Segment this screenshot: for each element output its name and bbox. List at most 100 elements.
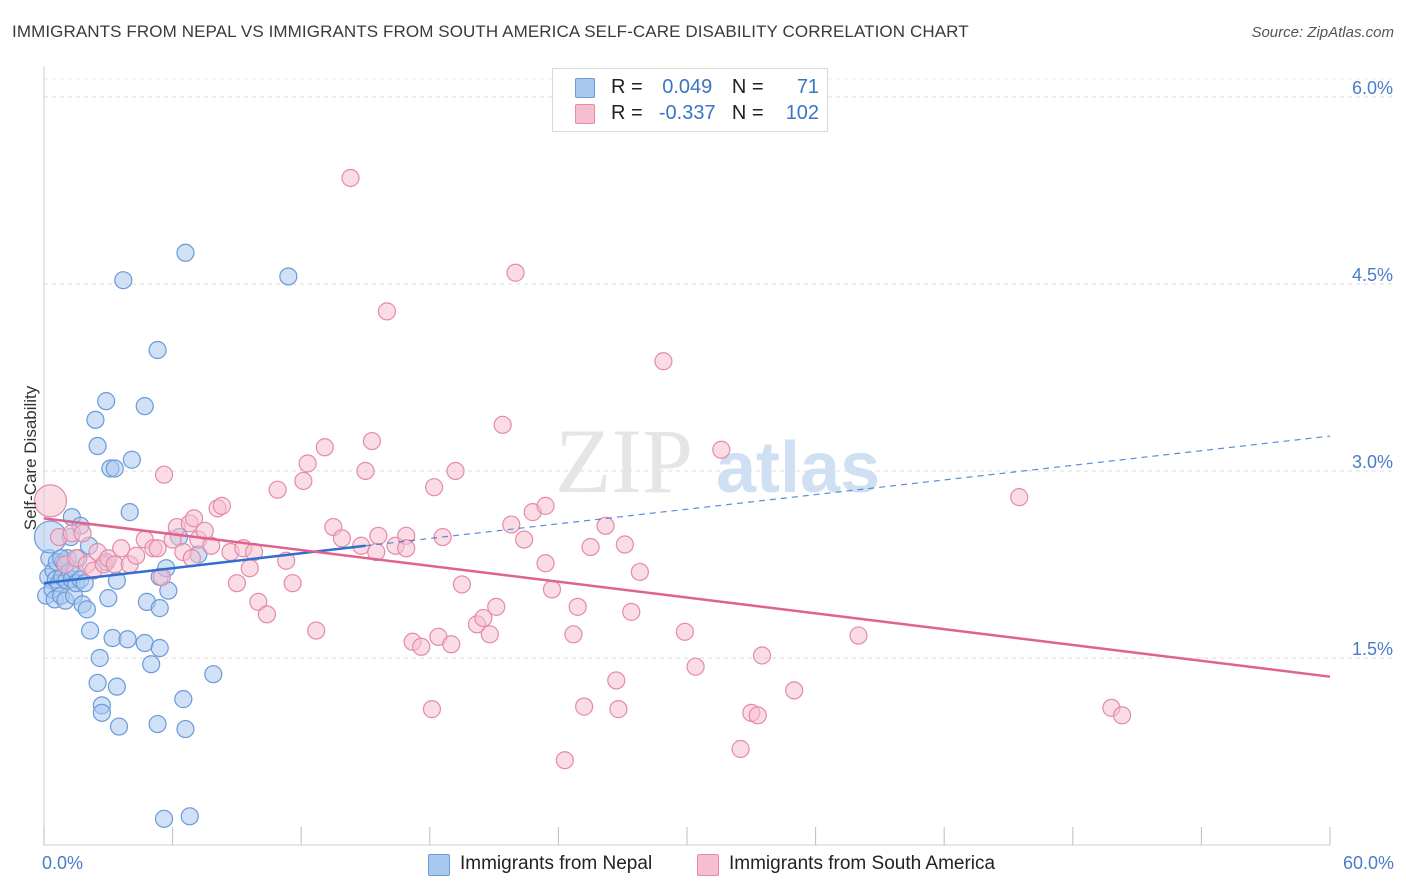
point-nepal-42 [103, 628, 122, 648]
point-south-america-39 [298, 454, 317, 473]
trend-line-south-america [43, 517, 1331, 678]
point-south-america-0 [33, 484, 68, 518]
point-south-america-79 [596, 516, 615, 535]
point-south-america-30 [227, 574, 246, 593]
point-south-america-76 [568, 597, 587, 616]
n-label: N = [731, 76, 764, 98]
point-nepal-67 [180, 807, 199, 826]
legend-label-south-america: Immigrants from South America [729, 853, 996, 874]
point-south-america-67 [502, 515, 521, 534]
point-nepal-59 [148, 714, 167, 734]
point-south-america-66 [493, 415, 512, 434]
point-nepal-34 [88, 673, 107, 693]
point-nepal-58 [154, 809, 174, 828]
point-south-america-74 [555, 751, 574, 770]
stats-text-nepal: R = 0.049 N = 71 [611, 76, 819, 99]
point-south-america-14 [127, 546, 146, 565]
point-south-america-97 [1112, 706, 1132, 725]
point-nepal-48 [118, 630, 137, 649]
stats-swatch-nepal [575, 78, 595, 98]
point-nepal-43 [105, 459, 124, 478]
point-south-america-95 [1010, 488, 1029, 507]
point-south-america-69 [515, 530, 534, 549]
point-south-america-89 [731, 739, 750, 759]
point-nepal-40 [99, 589, 118, 608]
point-south-america-33 [249, 592, 268, 611]
stats-swatch-south-america [575, 104, 595, 124]
point-nepal-50 [122, 450, 141, 469]
stats-text-south-america: R = -0.337 N = 102 [611, 102, 819, 125]
point-south-america-61 [452, 575, 472, 594]
point-south-america-73 [542, 580, 562, 599]
point-south-america-49 [377, 302, 397, 321]
legend-swatch-nepal [428, 854, 450, 876]
point-south-america-91 [748, 706, 767, 725]
point-nepal-45 [107, 677, 126, 696]
point-south-america-46 [356, 461, 375, 481]
point-nepal-70 [279, 267, 298, 286]
point-south-america-17 [148, 539, 167, 558]
point-south-america-63 [474, 608, 493, 628]
point-south-america-71 [536, 554, 555, 573]
point-south-america-86 [675, 622, 694, 641]
point-nepal-31 [80, 621, 100, 640]
point-south-america-43 [332, 529, 352, 548]
point-nepal-51 [135, 633, 154, 653]
x-tick-label-end: 60.0% [1343, 853, 1394, 873]
point-south-america-60 [446, 461, 465, 481]
point-south-america-77 [575, 697, 594, 716]
point-south-america-88 [712, 440, 731, 459]
point-nepal-46 [109, 717, 129, 736]
point-south-america-48 [369, 526, 388, 545]
point-nepal-56 [150, 599, 169, 618]
point-nepal-27 [77, 600, 96, 619]
point-nepal-57 [150, 638, 169, 658]
trend-line-nepal-extension [365, 435, 1331, 547]
point-south-america-5 [73, 524, 92, 543]
y-axis-label: Self-Care Disability [21, 385, 40, 530]
point-south-america-75 [564, 625, 583, 644]
point-south-america-38 [294, 471, 313, 491]
point-south-america-54 [412, 637, 431, 656]
x-tick-label-start: 0.0% [42, 853, 83, 873]
point-nepal-64 [176, 243, 195, 262]
point-south-america-26 [202, 536, 221, 555]
point-south-america-87 [686, 657, 705, 676]
point-south-america-94 [849, 626, 868, 645]
point-nepal-49 [120, 503, 139, 522]
point-nepal-38 [97, 392, 116, 411]
point-south-america-85 [654, 352, 673, 371]
point-south-america-55 [422, 700, 442, 719]
r-value: -0.337 [658, 102, 716, 124]
point-south-america-72 [536, 496, 555, 515]
point-south-america-44 [341, 168, 360, 188]
point-south-america-92 [752, 646, 772, 665]
axis-labels: 1.5% 3.0% 4.5% 6.0% 0.0% 60.0% Self-Care Disab… [21, 78, 1394, 873]
point-south-america-78 [581, 537, 600, 557]
point-nepal-66 [176, 719, 195, 739]
point-south-america-37 [283, 574, 302, 593]
point-nepal-69 [204, 665, 223, 684]
data-points [33, 168, 1132, 828]
point-nepal-54 [142, 655, 161, 674]
point-nepal-65 [174, 690, 193, 709]
point-south-america-64 [480, 625, 499, 644]
point-south-america-68 [506, 263, 525, 282]
point-south-america-12 [112, 539, 131, 558]
watermark: ZIP atlas [555, 410, 880, 512]
y-tick-label-0: 1.5% [1352, 639, 1393, 659]
point-south-america-56 [424, 478, 444, 497]
y-tick-label-2: 4.5% [1352, 265, 1393, 285]
point-nepal-35 [90, 648, 109, 668]
point-south-america-41 [315, 438, 334, 457]
point-south-america-93 [785, 681, 804, 700]
point-south-america-80 [607, 671, 626, 690]
source-label: Source: ZipAtlas.com [1251, 24, 1394, 41]
trend-lines [43, 435, 1331, 678]
point-south-america-84 [630, 562, 649, 582]
r-label: R = [611, 102, 643, 124]
chart-title: IMMIGRANTS FROM NEPAL VS IMMIGRANTS FROM… [12, 22, 969, 41]
watermark-atlas: atlas [716, 428, 880, 508]
r-value: 0.049 [662, 76, 713, 98]
